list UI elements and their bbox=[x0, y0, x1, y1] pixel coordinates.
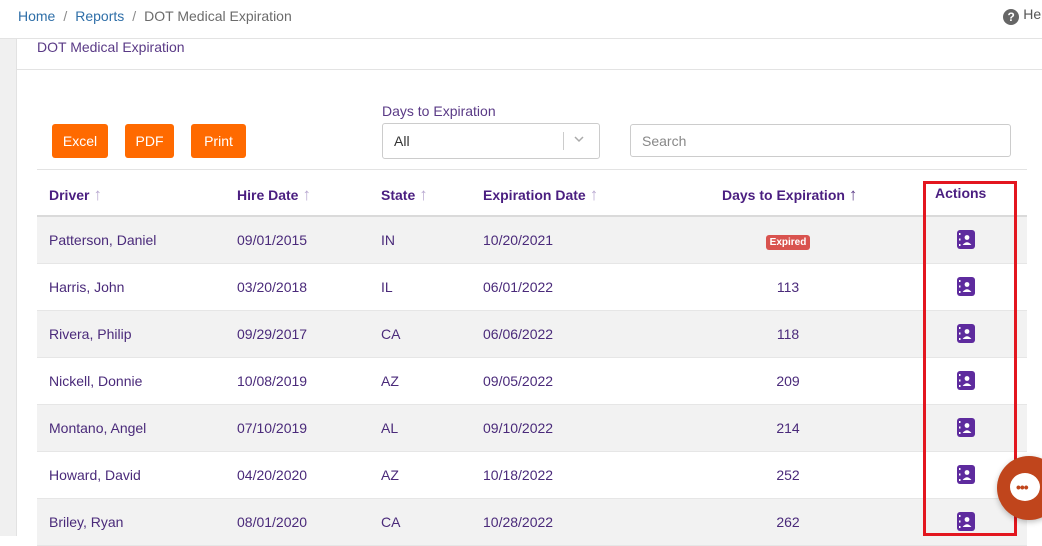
excel-export-button[interactable]: Excel bbox=[52, 124, 108, 158]
cell-hire-date: 07/10/2019 bbox=[237, 420, 308, 436]
breadcrumb-home-link[interactable]: Home bbox=[18, 8, 56, 24]
arrow-up-icon: ↑ bbox=[93, 185, 102, 204]
table-body: Patterson, Daniel 09/01/2015 IN 10/20/2021 E… bbox=[37, 217, 1027, 546]
contact-card-icon[interactable] bbox=[957, 277, 975, 296]
question-circle-icon: ? bbox=[1003, 9, 1020, 25]
days-filter-label: Days to Expiration bbox=[382, 103, 496, 119]
search-input[interactable] bbox=[630, 124, 1011, 157]
help-label: Help bbox=[1023, 6, 1042, 22]
days-filter-select[interactable]: All bbox=[382, 123, 600, 159]
table-top-divider bbox=[37, 169, 1027, 170]
breadcrumb-reports-link[interactable]: Reports bbox=[75, 8, 125, 24]
column-header-hire-date[interactable]: Hire Date ↑ bbox=[237, 185, 311, 205]
column-header-label: Hire Date bbox=[237, 187, 299, 203]
cell-state: CA bbox=[381, 514, 401, 530]
contact-card-icon[interactable] bbox=[957, 465, 975, 484]
cell-driver[interactable]: Nickell, Donnie bbox=[49, 373, 143, 389]
help-link[interactable]: ?Help bbox=[1003, 6, 1042, 25]
cell-driver[interactable]: Howard, David bbox=[49, 467, 141, 483]
contact-card-icon[interactable] bbox=[957, 512, 975, 531]
cell-driver[interactable]: Montano, Angel bbox=[49, 420, 147, 436]
table-header: Driver ↑ Hire Date ↑ State ↑ Expiration Dat… bbox=[37, 170, 1027, 217]
column-header-label: Driver bbox=[49, 187, 90, 203]
report-panel: DOT Medical Expiration bbox=[17, 39, 1042, 536]
arrow-up-icon: ↑ bbox=[589, 185, 599, 204]
cell-expiration-date: 09/05/2022 bbox=[483, 373, 554, 389]
contact-card-icon[interactable] bbox=[957, 324, 975, 343]
column-header-driver[interactable]: Driver ↑ bbox=[49, 185, 102, 205]
cell-state: AZ bbox=[381, 373, 399, 389]
arrow-up-icon: ↑ bbox=[419, 185, 428, 204]
left-sidebar-strip bbox=[0, 39, 17, 536]
table-row: Montano, Angel 07/10/2019 AL 09/10/2022 214 bbox=[37, 405, 1027, 452]
cell-expiration-date: 06/01/2022 bbox=[483, 279, 554, 295]
table-row: Howard, David 04/20/2020 AZ 10/18/2022 252 bbox=[37, 452, 1027, 499]
cell-days-to-expiration: 252 bbox=[776, 467, 800, 483]
cell-hire-date: 09/29/2017 bbox=[237, 326, 308, 342]
cell-expiration-date: 06/06/2022 bbox=[483, 326, 554, 342]
top-bar: Home / Reports / DOT Medical Expiration ?Hel… bbox=[0, 0, 1042, 39]
breadcrumb-separator: / bbox=[132, 8, 137, 24]
cell-days-to-expiration: 113 bbox=[776, 279, 800, 295]
table-row: Briley, Ryan 08/01/2020 CA 10/28/2022 262 bbox=[37, 499, 1027, 546]
cell-hire-date: 09/01/2015 bbox=[237, 232, 308, 248]
chat-bubble-icon bbox=[1010, 473, 1040, 501]
cell-expiration-date: 10/20/2021 bbox=[483, 232, 554, 248]
cell-driver[interactable]: Briley, Ryan bbox=[49, 514, 124, 530]
expired-badge: Expired bbox=[765, 235, 811, 250]
cell-days-to-expiration: 214 bbox=[776, 420, 800, 436]
arrow-up-icon: ↑ bbox=[848, 185, 858, 204]
column-header-expiration-date[interactable]: Expiration Date ↑ bbox=[483, 185, 598, 205]
cell-state: AL bbox=[381, 420, 399, 436]
cell-expiration-date: 10/28/2022 bbox=[483, 514, 554, 530]
title-divider bbox=[17, 69, 1042, 70]
cell-days-to-expiration: Expired bbox=[738, 232, 838, 250]
contact-card-icon[interactable] bbox=[957, 418, 975, 437]
table-row: Rivera, Philip 09/29/2017 CA 06/06/2022 118 bbox=[37, 311, 1027, 358]
panel-title: DOT Medical Expiration bbox=[37, 39, 185, 55]
table-row: Harris, John 03/20/2018 IL 06/01/2022 113 bbox=[37, 264, 1027, 311]
cell-hire-date: 04/20/2020 bbox=[237, 467, 308, 483]
column-header-label: State bbox=[381, 187, 416, 203]
cell-state: CA bbox=[381, 326, 401, 342]
breadcrumb: Home / Reports / DOT Medical Expiration bbox=[18, 8, 292, 24]
cell-state: AZ bbox=[381, 467, 399, 483]
column-header-state[interactable]: State ↑ bbox=[381, 185, 428, 205]
chat-button[interactable]: ••• bbox=[997, 456, 1042, 520]
cell-expiration-date: 10/18/2022 bbox=[483, 467, 554, 483]
cell-days-to-expiration: 262 bbox=[776, 514, 800, 530]
table-row: Nickell, Donnie 10/08/2019 AZ 09/05/2022 209 bbox=[37, 358, 1027, 405]
select-divider bbox=[563, 132, 564, 150]
cell-hire-date: 08/01/2020 bbox=[237, 514, 308, 530]
cell-days-to-expiration: 209 bbox=[776, 373, 800, 389]
cell-expiration-date: 09/10/2022 bbox=[483, 420, 554, 436]
cell-driver[interactable]: Patterson, Daniel bbox=[49, 232, 157, 248]
cell-state: IN bbox=[381, 232, 395, 248]
column-header-actions: Actions bbox=[935, 185, 987, 201]
days-filter-value: All bbox=[394, 133, 410, 149]
column-header-days-to-expiration[interactable]: Days to Expiration ↑ bbox=[722, 185, 857, 205]
cell-state: IL bbox=[381, 279, 393, 295]
cell-driver[interactable]: Rivera, Philip bbox=[49, 326, 132, 342]
contact-card-icon[interactable] bbox=[957, 230, 975, 249]
chevron-down-icon bbox=[574, 136, 584, 143]
cell-hire-date: 10/08/2019 bbox=[237, 373, 308, 389]
cell-hire-date: 03/20/2018 bbox=[237, 279, 308, 295]
cell-days-to-expiration: 118 bbox=[776, 326, 800, 342]
print-button[interactable]: Print bbox=[191, 124, 246, 158]
column-header-label: Days to Expiration bbox=[722, 187, 845, 203]
column-header-label: Expiration Date bbox=[483, 187, 586, 203]
table-row: Patterson, Daniel 09/01/2015 IN 10/20/2021 E… bbox=[37, 217, 1027, 264]
contact-card-icon[interactable] bbox=[957, 371, 975, 390]
chat-dots: ••• bbox=[1016, 479, 1029, 495]
breadcrumb-separator: / bbox=[63, 8, 68, 24]
cell-driver[interactable]: Harris, John bbox=[49, 279, 125, 295]
pdf-export-button[interactable]: PDF bbox=[125, 124, 174, 158]
breadcrumb-current: DOT Medical Expiration bbox=[144, 8, 292, 24]
arrow-up-icon: ↑ bbox=[302, 185, 311, 204]
